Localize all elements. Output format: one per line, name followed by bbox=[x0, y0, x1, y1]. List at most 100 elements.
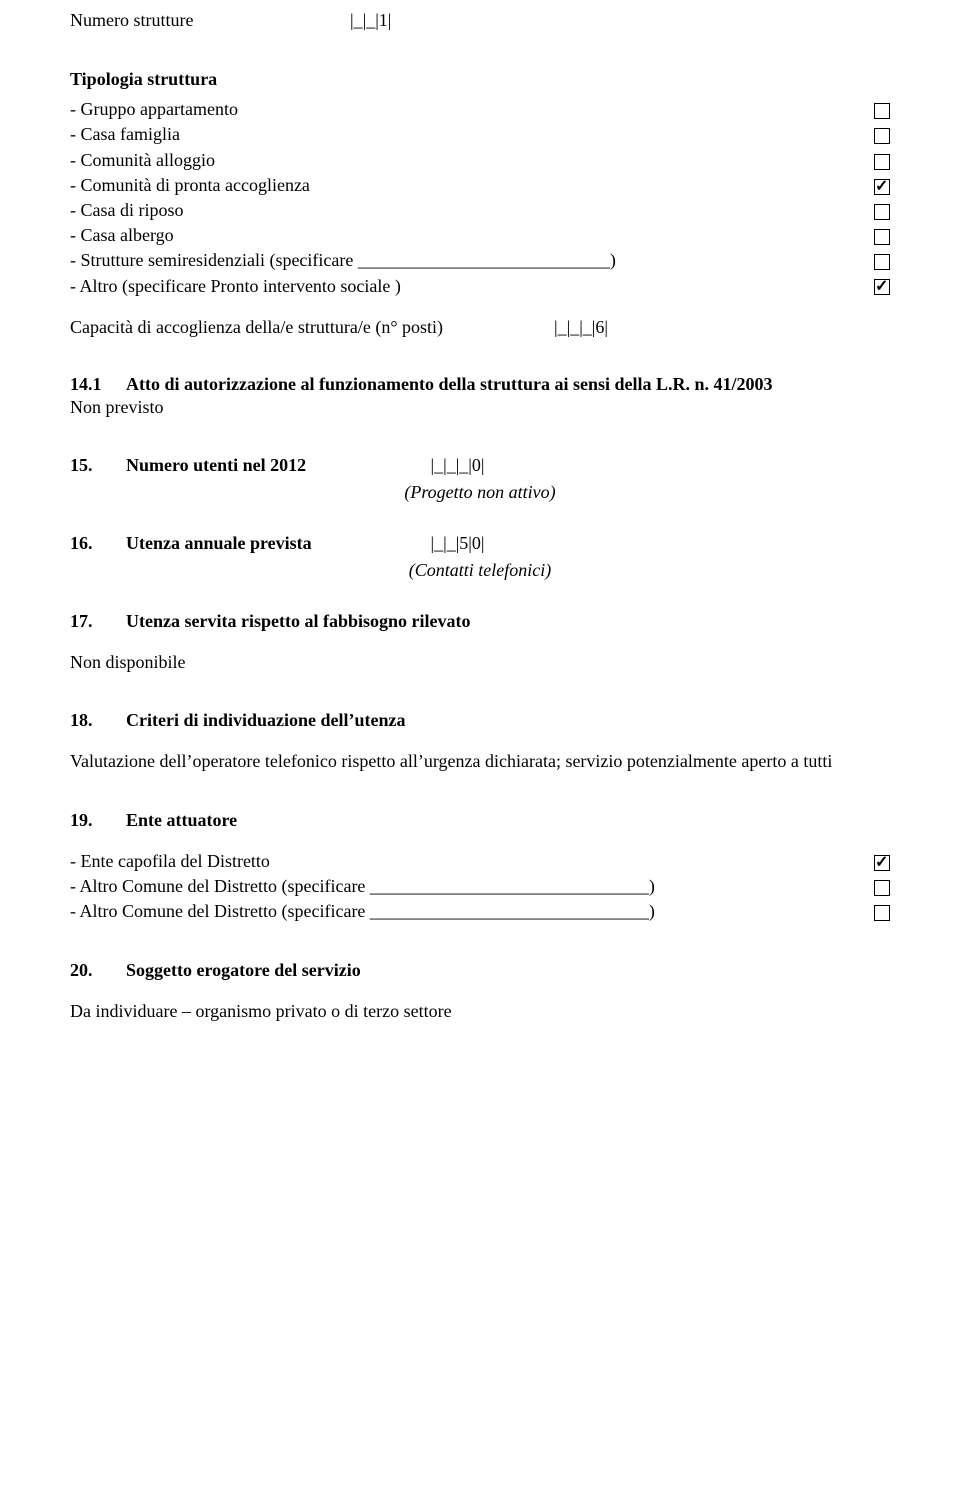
tipologia-item-label: - Altro (specificare Pronto intervento s… bbox=[70, 274, 860, 299]
tipologia-item-text: Comunità di pronta accoglienza bbox=[81, 175, 310, 195]
bullet-dash: - bbox=[70, 250, 81, 270]
ente-attuatore-item-label: - Altro Comune del Distretto (specificar… bbox=[70, 874, 860, 899]
s17-body: Non disponibile bbox=[70, 650, 890, 674]
tipologia-item-label: - Gruppo appartamento bbox=[70, 97, 860, 122]
checkbox-icon bbox=[874, 905, 890, 921]
tipologia-item-check-cell bbox=[860, 97, 890, 122]
bullet-dash: - bbox=[70, 99, 81, 119]
checkbox-checked-icon bbox=[874, 179, 890, 195]
ente-attuatore-item-check-cell bbox=[860, 899, 890, 924]
tipologia-item-check-cell bbox=[860, 198, 890, 223]
ente-attuatore-item-text: Ente capofila del Distretto bbox=[81, 851, 270, 871]
s14-1-body: Non previsto bbox=[70, 395, 890, 419]
checkbox-checked-icon bbox=[874, 855, 890, 871]
tipologia-item-check-cell bbox=[860, 274, 890, 299]
tipologia-item-label: - Strutture semiresidenziali (specificar… bbox=[70, 248, 860, 273]
s19-num: 19. bbox=[70, 810, 126, 831]
checkbox-icon bbox=[874, 103, 890, 119]
bullet-dash: - bbox=[70, 150, 81, 170]
checkbox-icon bbox=[874, 229, 890, 245]
tipologia-item-label: - Casa famiglia bbox=[70, 122, 860, 147]
checkbox-icon bbox=[874, 204, 890, 220]
bullet-dash: - bbox=[70, 851, 81, 871]
s18-body: Valutazione dell’operatore telefonico ri… bbox=[70, 749, 890, 773]
section-16: 16. Utenza annuale prevista |_|_|5|0| bbox=[70, 533, 890, 554]
s18-num: 18. bbox=[70, 710, 126, 731]
tipologia-item-text: Altro (specificare Pronto intervento soc… bbox=[80, 276, 401, 296]
checkbox-icon bbox=[874, 128, 890, 144]
s16-num: 16. bbox=[70, 533, 126, 554]
capacita-row: Capacità di accoglienza della/e struttur… bbox=[70, 317, 890, 338]
tipologia-item-text: Strutture semiresidenziali (specificare … bbox=[81, 250, 616, 270]
ente-attuatore-item-text: Altro Comune del Distretto (specificare … bbox=[80, 901, 655, 921]
tipologia-item-check-cell bbox=[860, 173, 890, 198]
tipologia-item-label: - Casa di riposo bbox=[70, 198, 860, 223]
bullet-dash: - bbox=[70, 225, 81, 245]
tipologia-item-text: Casa albergo bbox=[81, 225, 174, 245]
tipologia-item-text: Casa famiglia bbox=[81, 124, 180, 144]
bullet-dash: - bbox=[70, 876, 80, 896]
section-15: 15. Numero utenti nel 2012 |_|_|_|0| bbox=[70, 455, 890, 476]
s15-title: Numero utenti nel 2012 bbox=[126, 455, 426, 476]
capacita-value: |_|_|_|6| bbox=[554, 317, 634, 338]
section-17: 17. Utenza servita rispetto al fabbisogn… bbox=[70, 611, 890, 674]
bullet-dash: - bbox=[70, 200, 81, 220]
s20-body: Da individuare – organismo privato o di … bbox=[70, 999, 890, 1023]
tipologia-item-row: - Casa di riposo bbox=[70, 198, 890, 223]
tipologia-item-check-cell bbox=[860, 148, 890, 173]
tipologia-item-label: - Casa albergo bbox=[70, 223, 860, 248]
checkbox-icon bbox=[874, 880, 890, 896]
tipologia-item-text: Gruppo appartamento bbox=[81, 99, 238, 119]
bullet-dash: - bbox=[70, 276, 80, 296]
ente-attuatore-item-label: - Ente capofila del Distretto bbox=[70, 849, 860, 874]
s16-title: Utenza annuale prevista bbox=[126, 533, 426, 554]
tipologia-item-check-cell bbox=[860, 248, 890, 273]
s20-num: 20. bbox=[70, 960, 126, 981]
s18-title: Criteri di individuazione dell’utenza bbox=[126, 710, 890, 731]
tipologia-item-check-cell bbox=[860, 122, 890, 147]
s16-note: (Contatti telefonici) bbox=[70, 560, 890, 581]
s16-value: |_|_|5|0| bbox=[431, 533, 485, 553]
tipologia-item-row: - Strutture semiresidenziali (specificar… bbox=[70, 248, 890, 273]
checkbox-icon bbox=[874, 154, 890, 170]
tipologia-item-text: Comunità alloggio bbox=[81, 150, 216, 170]
tipologia-item-row: - Altro (specificare Pronto intervento s… bbox=[70, 274, 890, 299]
capacita-label: Capacità di accoglienza della/e struttur… bbox=[70, 317, 530, 338]
checkbox-checked-icon bbox=[874, 279, 890, 295]
s17-title: Utenza servita rispetto al fabbisogno ri… bbox=[126, 611, 890, 632]
ente-attuatore-item-row: - Ente capofila del Distretto bbox=[70, 849, 890, 874]
ente-attuatore-item-text: Altro Comune del Distretto (specificare … bbox=[80, 876, 655, 896]
tipologia-item-label: - Comunità di pronta accoglienza bbox=[70, 173, 860, 198]
tipologia-section: Tipologia struttura - Gruppo appartament… bbox=[70, 67, 890, 299]
tipologia-item-label: - Comunità alloggio bbox=[70, 148, 860, 173]
ente-attuatore-item-check-cell bbox=[860, 874, 890, 899]
tipologia-item-row: - Casa albergo bbox=[70, 223, 890, 248]
s20-title: Soggetto erogatore del servizio bbox=[126, 960, 890, 981]
section-20: 20. Soggetto erogatore del servizio Da i… bbox=[70, 960, 890, 1023]
tipologia-item-row: - Gruppo appartamento bbox=[70, 97, 890, 122]
section-14-1: 14.1 Atto di autorizzazione al funzionam… bbox=[70, 374, 890, 419]
tipologia-item-check-cell bbox=[860, 223, 890, 248]
section-18: 18. Criteri di individuazione dell’utenz… bbox=[70, 710, 890, 773]
bullet-dash: - bbox=[70, 901, 80, 921]
section-19: 19. Ente attuatore - Ente capofila del D… bbox=[70, 810, 890, 925]
s17-num: 17. bbox=[70, 611, 126, 632]
numero-strutture-row: Numero strutture |_|_|1| bbox=[70, 10, 890, 31]
numero-strutture-label: Numero strutture bbox=[70, 10, 350, 31]
tipologia-item-row: - Comunità alloggio bbox=[70, 148, 890, 173]
page: Numero strutture |_|_|1| Tipologia strut… bbox=[0, 0, 960, 1070]
s14-1-title: Atto di autorizzazione al funzionamento … bbox=[126, 374, 890, 395]
tipologia-item-row: - Casa famiglia bbox=[70, 122, 890, 147]
tipologia-title: Tipologia struttura bbox=[70, 67, 890, 91]
bullet-dash: - bbox=[70, 124, 81, 144]
s19-title: Ente attuatore bbox=[126, 810, 890, 831]
s15-value: |_|_|_|0| bbox=[431, 455, 485, 475]
bullet-dash: - bbox=[70, 175, 81, 195]
ente-attuatore-item-label: - Altro Comune del Distretto (specificar… bbox=[70, 899, 860, 924]
tipologia-item-text: Casa di riposo bbox=[81, 200, 184, 220]
checkbox-icon bbox=[874, 254, 890, 270]
ente-attuatore-item-check-cell bbox=[860, 849, 890, 874]
s15-num: 15. bbox=[70, 455, 126, 476]
s15-note: (Progetto non attivo) bbox=[70, 482, 890, 503]
s14-1-num: 14.1 bbox=[70, 374, 126, 395]
